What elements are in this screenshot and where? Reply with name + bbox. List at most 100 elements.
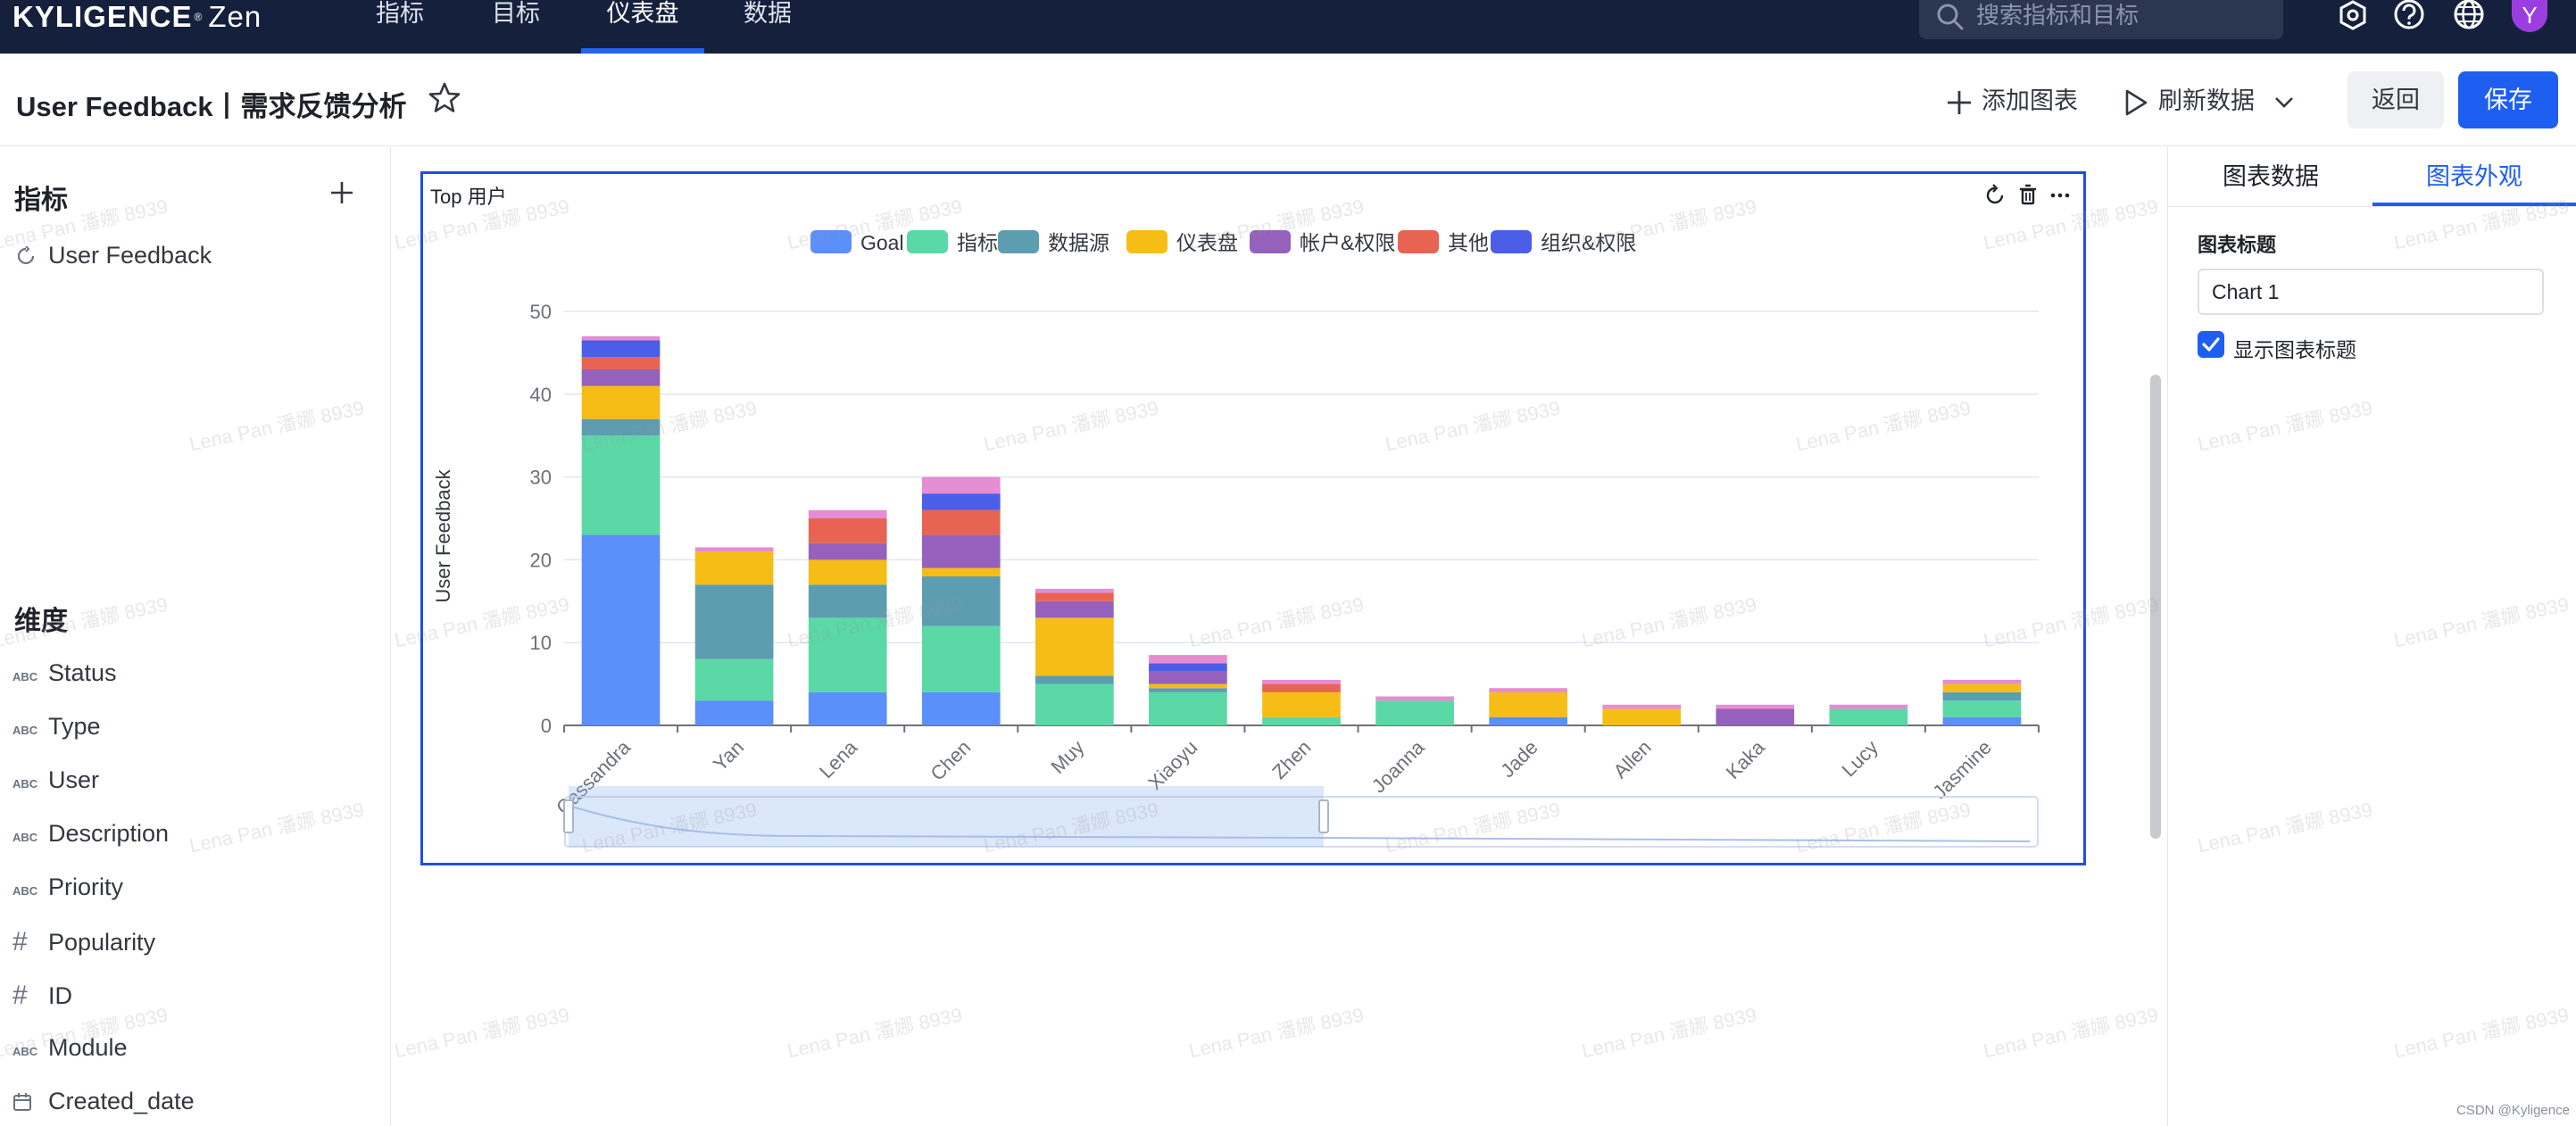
dimension-item[interactable]: ABC Description [12, 820, 169, 856]
refresh-data-button[interactable]: 刷新数据 [2123, 79, 2256, 123]
bar-segment [1035, 588, 1114, 593]
x-tick-label: Kaka [1722, 735, 1770, 783]
bar-segment [581, 368, 661, 386]
x-tick-label: Jade [1496, 736, 1541, 782]
back-button[interactable]: 返回 [2347, 71, 2444, 128]
nav-active-indicator [581, 48, 704, 54]
dimension-item[interactable]: # Popularity [12, 927, 155, 963]
dimensions-title: 维度 [14, 607, 68, 636]
page-header: User Feedback丨需求反馈分析 添加图表 刷新数据 返回 保存 [0, 54, 2576, 146]
language-icon[interactable] [2451, 0, 2487, 32]
x-tick-label: Zhen [1267, 736, 1315, 783]
bar-segment [581, 340, 661, 358]
legend-item: 指标 [907, 230, 998, 254]
legend-swatch [1126, 230, 1168, 253]
bar-segment [921, 575, 1001, 626]
bar-segment [1829, 708, 1908, 725]
add-chart-button[interactable]: 添加图表 [1946, 79, 2080, 123]
dimension-item[interactable]: ABC Type [12, 713, 101, 749]
chart-card[interactable]: Top 用户 Goal 指标 数据源 仪表盘 帐户&权限 其他 组织&权限 0 10 20 30 40… [420, 171, 2086, 865]
bar-segment [1716, 704, 1795, 709]
bar-segment [1149, 655, 1227, 664]
more-icon[interactable] [2048, 183, 2073, 208]
x-tick-label: Jasmine [1928, 736, 1996, 804]
dimension-label: Description [48, 820, 170, 847]
bar-segment [808, 584, 887, 618]
search-icon [1937, 4, 1964, 30]
nav-item-data[interactable]: 数据 [744, 0, 792, 27]
tab-divider [2169, 206, 2576, 207]
favorite-star-icon[interactable] [427, 80, 462, 116]
bar-segment [1942, 683, 2022, 692]
x-tick-label: Joanna [1367, 735, 1429, 797]
page-title: User Feedback丨需求反馈分析 [16, 91, 407, 122]
x-tick-label: Yan [709, 736, 748, 775]
legend-item: 组织&权限 [1491, 230, 1636, 254]
legend-item: Goal [810, 230, 904, 254]
bar-segment [1942, 700, 2022, 717]
play-icon [2125, 89, 2148, 116]
dimension-item[interactable]: ABC Priority [12, 873, 123, 909]
avatar[interactable]: Y [2512, 0, 2547, 32]
bar-segment [581, 435, 661, 535]
bar-segment [921, 476, 1001, 494]
zoom-handle-right[interactable] [1318, 799, 1329, 833]
refresh-options-dropdown[interactable] [2273, 79, 2308, 123]
nav-item-metrics[interactable]: 指标 [376, 0, 424, 27]
logo-text: KYLIGENCE [12, 0, 193, 33]
zoom-handle-left[interactable] [563, 799, 574, 833]
y-tick-label: 10 [530, 632, 552, 654]
bar-segment [1262, 691, 1341, 717]
save-button[interactable]: 保存 [2458, 71, 2558, 128]
tab-chart-appearance[interactable]: 图表外观 [2372, 147, 2576, 206]
canvas-scrollbar[interactable] [2143, 147, 2168, 1126]
dimension-label: Type [48, 713, 101, 740]
add-measure-icon[interactable] [328, 179, 355, 206]
text-type-icon: ABC [12, 831, 38, 844]
logo[interactable]: KYLIGENCE ® Zen [12, 0, 262, 34]
dimension-item[interactable]: ABC Status [12, 659, 117, 695]
chart-title-input[interactable] [2198, 269, 2544, 315]
legend-swatch [1250, 230, 1291, 253]
legend-label: 数据源 [1048, 231, 1109, 254]
x-tick-label: Muy [1046, 736, 1088, 778]
legend-item: 其他 [1398, 230, 1489, 254]
dimension-item[interactable]: Created_date [12, 1088, 195, 1123]
bar-segment [694, 551, 774, 585]
dimension-item[interactable]: ABC Module [12, 1034, 128, 1070]
text-type-icon: ABC [12, 724, 38, 737]
bar-segment [1035, 600, 1114, 618]
bar-segment [1035, 683, 1114, 725]
legend-label: 组织&权限 [1541, 231, 1636, 254]
text-type-icon: ABC [12, 884, 38, 898]
legend-label: 仪表盘 [1176, 231, 1238, 254]
dimension-item[interactable]: # ID [12, 981, 72, 1016]
nav-item-dashboard[interactable]: 仪表盘 [606, 0, 679, 27]
bar-segment [1149, 671, 1227, 684]
dimension-label: User [48, 766, 100, 793]
legend-swatch [907, 230, 948, 253]
settings-icon[interactable] [2335, 0, 2371, 32]
help-icon[interactable] [2391, 0, 2427, 32]
legend-item: 帐户&权限 [1250, 230, 1395, 254]
search-input[interactable] [1976, 0, 2271, 30]
trash-icon[interactable] [2015, 183, 2040, 208]
dimension-item[interactable]: ABC User [12, 766, 99, 802]
number-type-icon: # [12, 981, 28, 1010]
refresh-chart-icon[interactable] [1982, 183, 2007, 208]
bar-segment [1035, 675, 1114, 684]
scrollbar-thumb[interactable] [2150, 375, 2161, 839]
measure-item[interactable]: User Feedback [16, 242, 212, 269]
stacked-bar-chart: Goal 指标 数据源 仪表盘 帐户&权限 其他 组织&权限 0 10 20 30 40 50 User … [432, 230, 2040, 848]
chart-card-tools [1979, 183, 2073, 212]
x-tick-label: Lena [815, 735, 862, 782]
y-tick-label: 50 [530, 301, 552, 323]
legend-swatch [1491, 230, 1532, 253]
search-box[interactable] [1919, 0, 2283, 39]
bar-segment [1602, 704, 1682, 709]
show-title-checkbox[interactable] [2198, 331, 2224, 358]
bar-segment [1375, 700, 1454, 725]
nav-item-goals[interactable]: 目标 [492, 0, 540, 27]
tab-chart-data[interactable]: 图表数据 [2223, 163, 2319, 190]
legend-label: Goal [860, 231, 904, 254]
